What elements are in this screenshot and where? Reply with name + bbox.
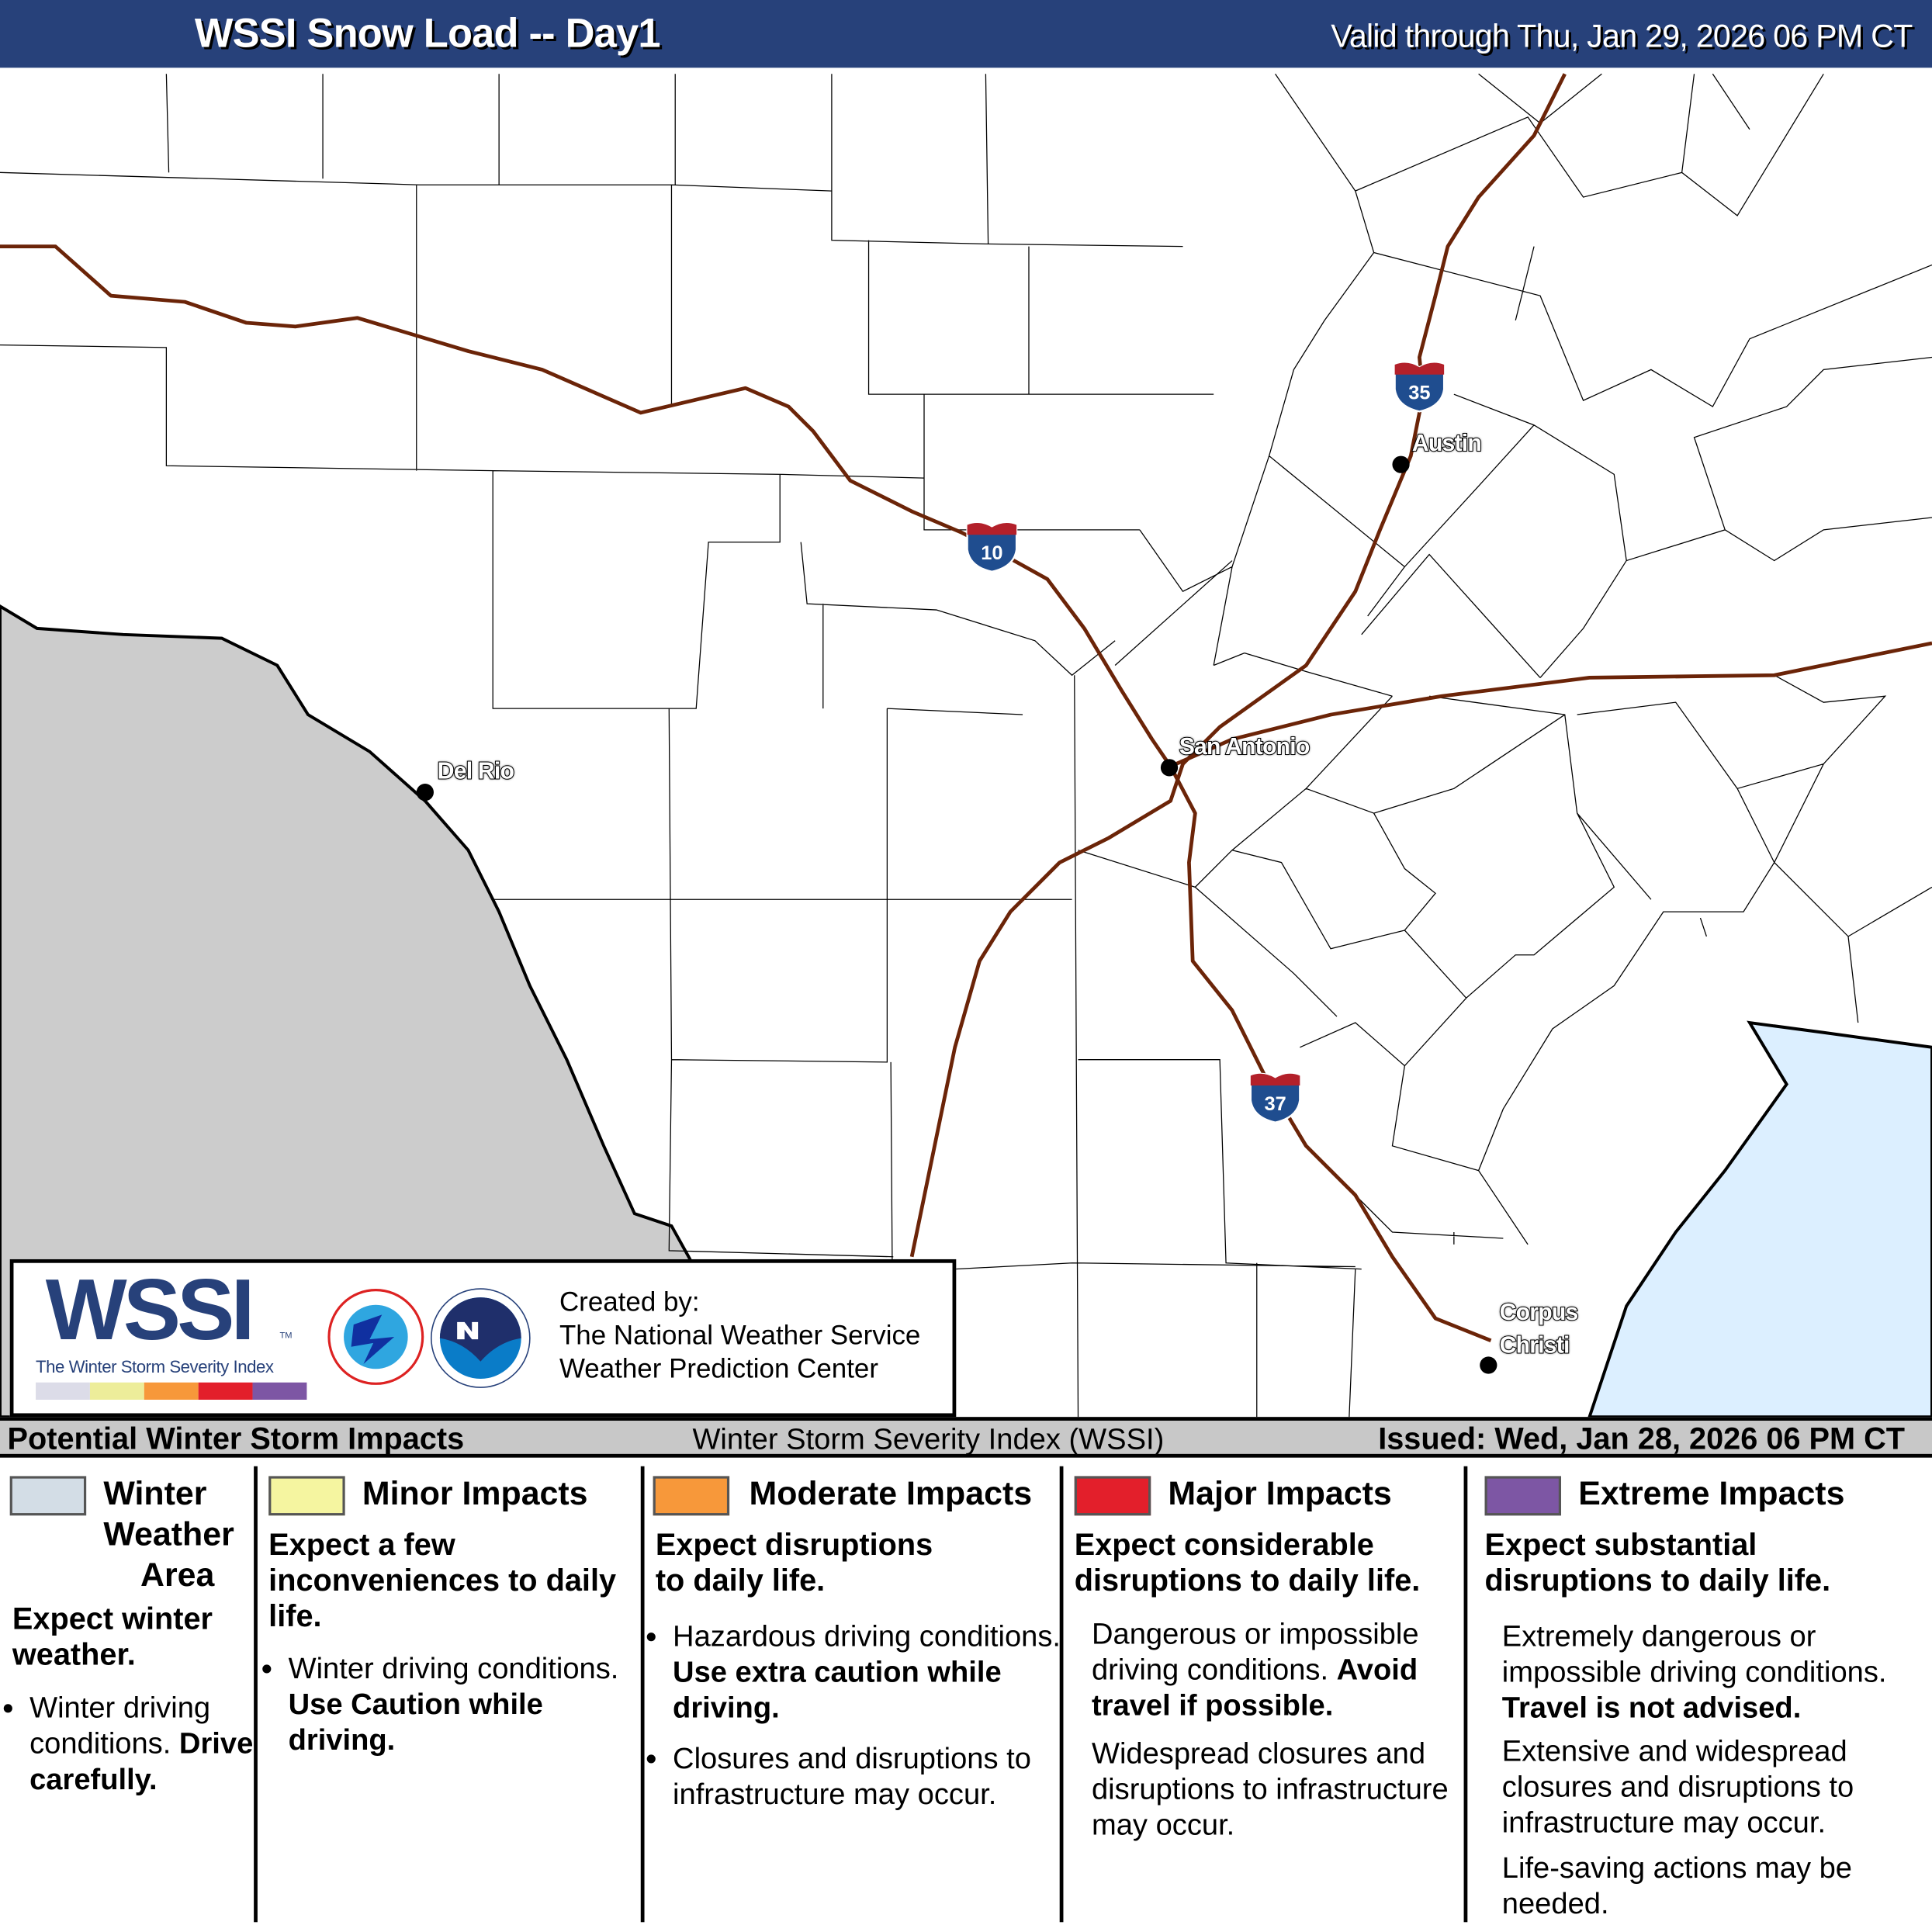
legend-title: Extreme Impacts (1578, 1474, 1845, 1512)
legend-bullet: Winter driving conditions. (288, 1652, 619, 1686)
legend-bold: Travel is not advised. (1501, 1691, 1802, 1726)
noaa-logo-icon (431, 1288, 531, 1388)
city-label-christi: Christi (1499, 1332, 1571, 1359)
city-label-san-antonio: San Antonio (1179, 733, 1311, 760)
scale-swatch-3 (144, 1382, 199, 1400)
legend-bold: Use extra caution while driving. (673, 1656, 1002, 1726)
divider (1463, 1466, 1468, 1923)
interstate-37-shield-icon: 37 (1249, 1072, 1301, 1124)
san-antonio-marker (1160, 759, 1179, 777)
legend-text: Extremely dangerous or impossible drivin… (1501, 1620, 1887, 1690)
gulf-water (1587, 1020, 1932, 1418)
legend-minor-impacts: Minor Impacts Expect a few inconvenience… (266, 1466, 635, 1923)
scale-swatch-2 (89, 1382, 144, 1400)
legend-summary: Expect winter weather. (12, 1601, 213, 1672)
header: WSSI Snow Load -- Day1 Valid through Thu… (0, 0, 1932, 68)
corpus-christi-marker (1480, 1356, 1497, 1374)
del-rio-marker (416, 783, 434, 802)
divider (254, 1466, 258, 1923)
legend-moderate-impacts: Moderate Impacts Expect disruptions to d… (653, 1466, 1061, 1923)
issued-time: Issued: Wed, Jan 28, 2026 06 PM CT (1378, 1421, 1906, 1457)
city-markers (416, 455, 1497, 1374)
logo-box: WSSI TM The Winter Storm Severity Index … (9, 1259, 957, 1418)
legend-text: Extensive and widespread closures and di… (1501, 1734, 1854, 1840)
bottom-bar: Potential Winter Storm Impacts Winter St… (0, 1417, 1932, 1458)
legend-swatch (268, 1476, 345, 1516)
scale-swatch-1 (36, 1382, 90, 1400)
legend-text: Life-saving actions may be needed. (1501, 1851, 1853, 1921)
legend-bold: Avoid travel if possible. (1091, 1653, 1418, 1723)
legend-text: Dangerous or impossible driving conditio… (1091, 1618, 1419, 1687)
city-label-corpus: Corpus (1499, 1299, 1580, 1326)
legend-bullet: Winter driving conditions. (29, 1691, 211, 1761)
wssi-tm: TM (279, 1331, 293, 1341)
interstate-10-shield-icon: 10 (966, 521, 1018, 573)
scale-swatch-5 (252, 1382, 307, 1400)
legend-title: Moderate Impacts (749, 1474, 1033, 1512)
highway-i35 (909, 73, 1567, 1258)
city-label-austin: Austin (1411, 431, 1483, 458)
legend-summary: Expect disruptions to daily life. (655, 1528, 933, 1598)
index-name: Winter Storm Severity Index (WSSI) (692, 1423, 1165, 1457)
legend-bold: Use Caution while driving. (288, 1688, 543, 1757)
legend-swatch (653, 1476, 730, 1516)
legend-bullet: Hazardous driving conditions. (673, 1620, 1061, 1654)
divider (1059, 1466, 1064, 1923)
divider (640, 1466, 645, 1923)
legend-summary: Expect a few inconveniences to daily lif… (268, 1528, 617, 1634)
legend-swatch (9, 1476, 87, 1516)
interstate-number: 35 (1408, 383, 1430, 404)
legend-major-impacts: Major Impacts Expect considerable disrup… (1072, 1466, 1462, 1923)
interstate-35-shield-icon: 35 (1394, 362, 1446, 413)
county-lines (0, 73, 1932, 1418)
wssi-logo: WSSI (45, 1262, 255, 1358)
austin-marker (1392, 455, 1410, 473)
legend-swatch (1484, 1476, 1562, 1516)
legend-bold: Drive carefully. (29, 1727, 254, 1797)
legend-title: Minor Impacts (362, 1474, 588, 1512)
legend-summary: Expect substantial disruptions to daily … (1484, 1528, 1831, 1598)
legend-text: Widespread closures and disruptions to i… (1091, 1737, 1449, 1843)
scale-swatch-4 (198, 1382, 253, 1400)
valid-time: Valid through Thu, Jan 29, 2026 06 PM CT (1331, 17, 1913, 54)
impacts-heading: Potential Winter Storm Impacts (7, 1421, 465, 1457)
legend-summary: Expect considerable disruptions to daily… (1074, 1528, 1421, 1598)
legend-swatch (1074, 1476, 1151, 1516)
legend-title: Winter Weather Area (103, 1474, 234, 1594)
map: 10 35 37 (0, 68, 1932, 1418)
legend-extreme-impacts: Extreme Impacts Expect substantial disru… (1482, 1466, 1928, 1923)
credit-text: Created by: The National Weather Service… (559, 1285, 920, 1385)
credit-line: Weather Prediction Center (559, 1352, 879, 1384)
highway-i10 (0, 244, 1932, 769)
credit-line: Created by: (559, 1286, 700, 1317)
legend-winter-weather-area: Winter Weather Area Expect winter weather.… (9, 1466, 254, 1923)
interstate-number: 10 (981, 542, 1002, 564)
legend-bullet: Closures and disruptions to infrastructu… (673, 1742, 1031, 1812)
wssi-subtitle: The Winter Storm Severity Index (36, 1356, 274, 1376)
credit-line: The National Weather Service (559, 1319, 921, 1351)
map-title: WSSI Snow Load -- Day1 (194, 9, 661, 56)
legend-title: Major Impacts (1168, 1474, 1392, 1512)
interstate-number: 37 (1264, 1093, 1286, 1115)
city-label-del-rio: Del Rio (437, 758, 515, 785)
nws-logo-icon (327, 1289, 424, 1385)
